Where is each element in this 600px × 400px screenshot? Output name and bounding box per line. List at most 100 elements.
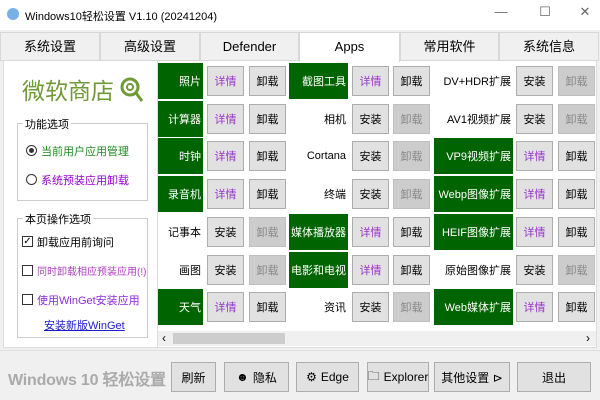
uninstall-button[interactable]: 卸载 bbox=[249, 103, 286, 134]
scroll-thumb[interactable] bbox=[173, 333, 285, 344]
install-button[interactable]: 安装 bbox=[516, 66, 553, 96]
scroll-left-arrow[interactable]: ‹ bbox=[162, 331, 166, 345]
checkbox[interactable]: ✓ bbox=[22, 236, 33, 247]
radio-button[interactable] bbox=[26, 174, 37, 185]
checkbox-label[interactable]: 同时卸载相应预装应用(!) bbox=[37, 267, 147, 278]
uninstall-button[interactable]: 卸载 bbox=[558, 179, 595, 210]
details-button[interactable]: 详情 bbox=[516, 141, 553, 172]
uninstall-button: 卸载 bbox=[393, 179, 430, 210]
tab-2[interactable]: Defender bbox=[200, 32, 299, 61]
tab-5[interactable]: 系统信息 bbox=[499, 32, 599, 61]
uninstall-button: 卸载 bbox=[558, 103, 595, 134]
tab-4[interactable]: 常用软件 bbox=[400, 32, 499, 61]
uninstall-button[interactable]: 卸载 bbox=[249, 141, 286, 172]
minimize-button[interactable]: — bbox=[494, 4, 508, 19]
uninstall-button[interactable]: 卸载 bbox=[393, 254, 430, 285]
app-label: 原始图像扩展 bbox=[445, 264, 511, 277]
checkbox[interactable] bbox=[22, 265, 33, 276]
uninstall-button[interactable]: 卸载 bbox=[393, 216, 430, 247]
app-label: VP9视频扩展 bbox=[434, 138, 513, 175]
radio-label[interactable]: 系统预装应用卸载 bbox=[41, 175, 129, 187]
title-bar: Windows10轻松设置 V1.10 (20241204) — ☐ ✕ bbox=[0, 0, 600, 30]
app-label: 截图工具 bbox=[289, 63, 348, 99]
horizontal-scrollbar[interactable]: ‹ › bbox=[158, 331, 596, 346]
app-label: 画图 bbox=[179, 264, 201, 277]
uninstall-button[interactable]: 卸载 bbox=[558, 216, 595, 247]
brand-text: Windows 10 轻松设置 bbox=[8, 372, 166, 389]
uninstall-button: 卸载 bbox=[393, 141, 430, 172]
app-label: 相机 bbox=[324, 113, 346, 126]
app-label: HEIF图像扩展 bbox=[434, 213, 513, 250]
uninstall-button: 卸载 bbox=[249, 254, 286, 285]
app-label: 记事本 bbox=[168, 226, 201, 239]
app-label: AV1视频扩展 bbox=[447, 113, 511, 126]
details-button[interactable]: 详情 bbox=[207, 292, 244, 323]
uninstall-button[interactable]: 卸载 bbox=[249, 66, 286, 96]
install-button[interactable]: 安装 bbox=[352, 141, 389, 172]
app-label: Web媒体扩展 bbox=[434, 289, 513, 326]
app-label: 计算器 bbox=[158, 100, 203, 137]
uninstall-button[interactable]: 卸载 bbox=[393, 66, 430, 96]
uninstall-button[interactable]: 卸载 bbox=[249, 179, 286, 210]
uninstall-button[interactable]: 卸载 bbox=[249, 292, 286, 323]
edge-label: Edge bbox=[320, 370, 349, 384]
checkbox-label[interactable]: 卸载应用前询问 bbox=[37, 237, 114, 249]
exit-button[interactable]: 退出 bbox=[517, 362, 591, 392]
radio-label[interactable]: 当前用户应用管理 bbox=[41, 146, 129, 158]
install-winget-link[interactable]: 安装新版WinGet bbox=[44, 320, 125, 332]
checkbox[interactable] bbox=[22, 294, 33, 305]
explorer-button[interactable]: 🗀 Explorer bbox=[367, 362, 429, 392]
page-options-title: 本页操作选项 bbox=[23, 211, 93, 227]
install-button[interactable]: 安装 bbox=[207, 254, 244, 285]
install-button[interactable]: 安装 bbox=[352, 292, 389, 323]
app-label: 电影和电视 bbox=[289, 251, 348, 288]
search-lollipop-icon bbox=[120, 77, 144, 102]
folder-icon: 🗀 bbox=[367, 368, 380, 383]
refresh-button[interactable]: 刷新 bbox=[171, 362, 216, 392]
uninstall-button: 卸载 bbox=[558, 66, 595, 96]
tab-3[interactable]: Apps bbox=[299, 32, 400, 62]
edge-button[interactable]: ⚙ Edge bbox=[296, 362, 359, 392]
details-button[interactable]: 详情 bbox=[207, 179, 244, 210]
uninstall-button[interactable]: 卸载 bbox=[558, 141, 595, 172]
details-button[interactable]: 详情 bbox=[516, 292, 553, 323]
install-button[interactable]: 安装 bbox=[352, 103, 389, 134]
app-label: 终端 bbox=[324, 189, 346, 202]
window-title: Windows10轻松设置 V1.10 (20241204) bbox=[25, 11, 217, 23]
app-label: 录音机 bbox=[158, 176, 203, 213]
privacy-button[interactable]: ☻ 隐私 bbox=[224, 362, 289, 392]
app-label: 时钟 bbox=[158, 138, 203, 175]
app-label: 天气 bbox=[158, 289, 203, 326]
details-button[interactable]: 详情 bbox=[516, 179, 553, 210]
details-button[interactable]: 详情 bbox=[516, 216, 553, 247]
tab-1[interactable]: 高级设置 bbox=[100, 32, 200, 61]
app-icon bbox=[7, 8, 19, 20]
radio-button[interactable] bbox=[26, 145, 37, 156]
maximize-button[interactable]: ☐ bbox=[539, 4, 551, 19]
store-logo: 微软商店 bbox=[22, 72, 144, 106]
alien-icon: ☻ bbox=[236, 370, 249, 384]
uninstall-button: 卸载 bbox=[393, 103, 430, 134]
details-button[interactable]: 详情 bbox=[207, 141, 244, 172]
details-button[interactable]: 详情 bbox=[207, 103, 244, 134]
install-button[interactable]: 安装 bbox=[516, 103, 553, 134]
radio-dot bbox=[29, 148, 34, 153]
more-settings-label: 其他设置 ⊳ bbox=[441, 370, 503, 385]
details-button[interactable]: 详情 bbox=[352, 254, 389, 285]
close-button[interactable]: ✕ bbox=[579, 4, 591, 19]
tab-0[interactable]: 系统设置 bbox=[0, 32, 100, 61]
details-button[interactable]: 详情 bbox=[352, 66, 389, 96]
app-label: Webp图像扩展 bbox=[434, 176, 513, 213]
checkbox-label[interactable]: 使用WinGet安装应用 bbox=[37, 295, 140, 307]
uninstall-button[interactable]: 卸载 bbox=[558, 292, 595, 323]
app-label: 资讯 bbox=[324, 302, 346, 315]
details-button[interactable]: 详情 bbox=[352, 216, 389, 247]
install-button[interactable]: 安装 bbox=[207, 216, 244, 247]
scroll-right-arrow[interactable]: › bbox=[586, 331, 590, 345]
footer-divider bbox=[0, 350, 600, 351]
more-settings-button[interactable]: 其他设置 ⊳ bbox=[434, 362, 510, 392]
install-button[interactable]: 安装 bbox=[516, 254, 553, 285]
panel-divider bbox=[157, 61, 158, 348]
install-button[interactable]: 安装 bbox=[352, 179, 389, 210]
details-button[interactable]: 详情 bbox=[207, 66, 244, 96]
